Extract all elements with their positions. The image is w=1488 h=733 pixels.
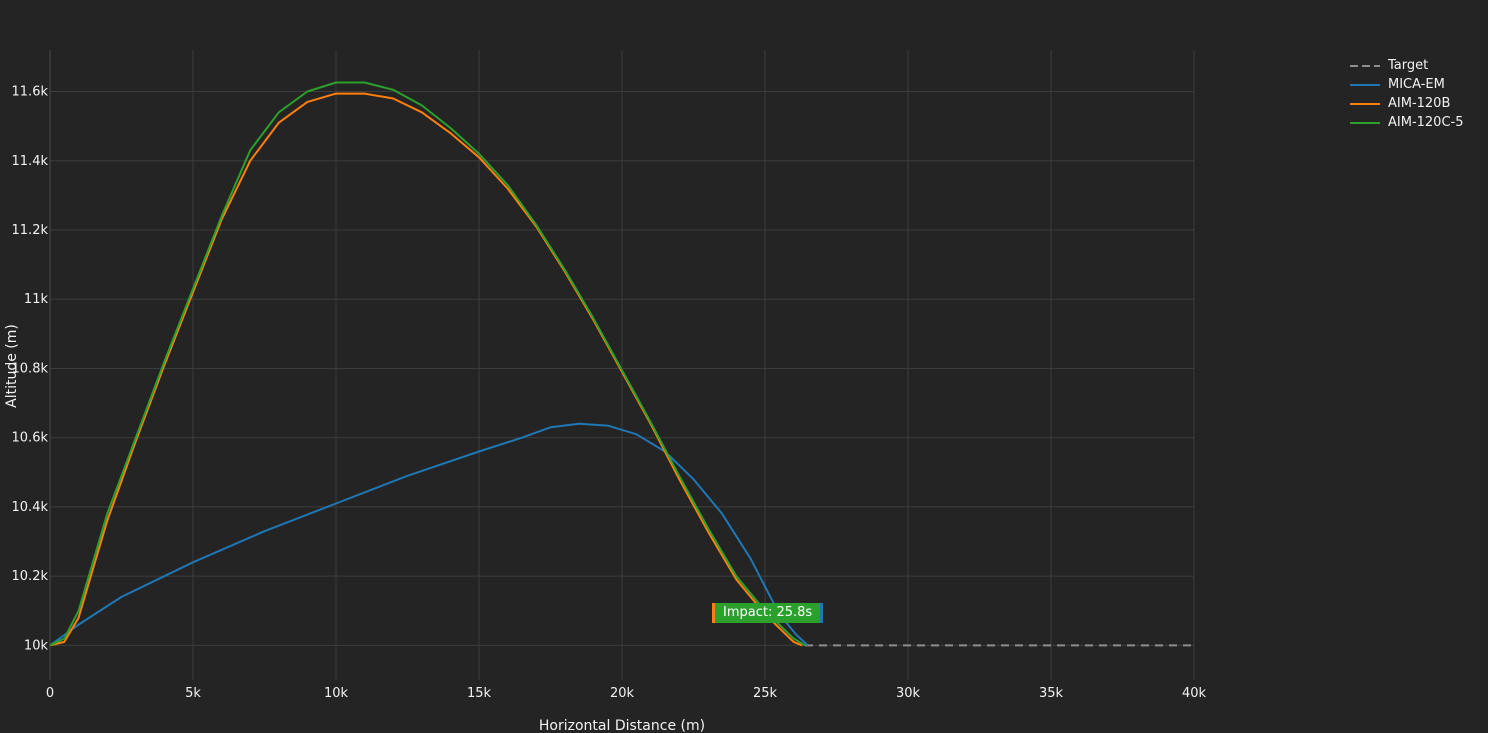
legend-item-mica-em[interactable]: MICA-EM bbox=[1350, 75, 1464, 94]
x-tick-label: 40k bbox=[1182, 686, 1207, 701]
x-tick-label: 20k bbox=[610, 686, 635, 701]
y-tick-label: 11k bbox=[24, 292, 49, 307]
x-tick-label: 30k bbox=[896, 686, 921, 701]
x-axis-title: Horizontal Distance (m) bbox=[539, 718, 705, 733]
x-tick-label: 0 bbox=[46, 686, 54, 701]
y-tick-label: 10.4k bbox=[12, 500, 49, 515]
y-tick-label: 11.4k bbox=[12, 154, 49, 169]
aim-120c-5-line-swatch bbox=[1350, 121, 1380, 124]
series-lines bbox=[49, 81, 1194, 647]
impact-annotation: Impact: 25.8s bbox=[712, 603, 824, 623]
legend-item-aim-120c-5[interactable]: AIM-120C-5 bbox=[1350, 113, 1464, 132]
x-tick-label: 10k bbox=[324, 686, 349, 701]
y-tick-label: 10.8k bbox=[12, 361, 49, 376]
legend-label: MICA-EM bbox=[1388, 77, 1445, 92]
legend-label: AIM-120C-5 bbox=[1388, 115, 1464, 130]
grid-lines bbox=[50, 50, 1195, 680]
y-tick-label: 10.2k bbox=[12, 569, 49, 584]
aim-120b-line-swatch bbox=[1350, 102, 1380, 105]
tick-labels: 0 5k 10k 15k 20k 25k 30k 35k 40k 10k 10.2k 10.4k 10.… bbox=[12, 85, 1207, 701]
legend-label: Target bbox=[1388, 58, 1429, 73]
x-tick-label: 15k bbox=[467, 686, 492, 701]
mica-em-line-swatch bbox=[1350, 83, 1380, 86]
y-tick-label: 11.2k bbox=[12, 223, 49, 238]
y-tick-label: 10.6k bbox=[12, 431, 49, 446]
legend: Target MICA-EM AIM-120B AIM-120C-5 bbox=[1350, 56, 1464, 132]
y-tick-label: 10k bbox=[24, 638, 49, 653]
legend-label: AIM-120B bbox=[1388, 96, 1451, 111]
legend-item-aim-120b[interactable]: AIM-120B bbox=[1350, 94, 1464, 113]
x-tick-label: 35k bbox=[1039, 686, 1064, 701]
series-line-mica-em[interactable] bbox=[49, 422, 809, 647]
y-tick-label: 11.6k bbox=[12, 85, 49, 100]
x-tick-label: 25k bbox=[753, 686, 778, 701]
x-tick-label: 5k bbox=[185, 686, 201, 701]
target-line-swatch bbox=[1350, 64, 1380, 67]
series-line-aim-120c-5[interactable] bbox=[49, 81, 806, 647]
legend-item-target[interactable]: Target bbox=[1350, 56, 1464, 75]
y-axis-title: Altitude (m) bbox=[4, 324, 20, 408]
series-line-aim-120b[interactable] bbox=[49, 92, 803, 647]
